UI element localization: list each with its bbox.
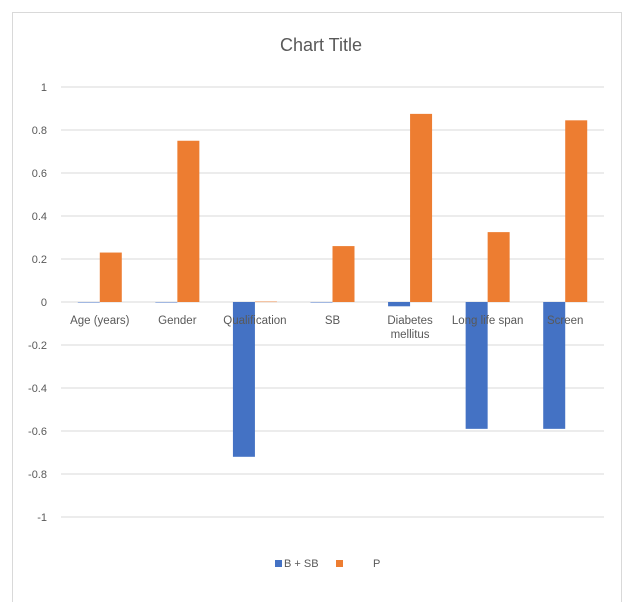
gridlines xyxy=(61,86,604,518)
y-tick-label: -0.6 xyxy=(28,426,47,438)
chart-title: Chart Title xyxy=(280,35,362,55)
bar-p-2 xyxy=(254,301,277,303)
y-tick-label: 0.4 xyxy=(32,211,47,223)
legend-label: B + SB xyxy=(284,558,319,570)
legend-swatch xyxy=(275,560,282,567)
legend-label: P xyxy=(373,558,380,570)
category-label: SB xyxy=(325,315,341,327)
bar-b-sb-4 xyxy=(388,302,411,307)
bar-p-4 xyxy=(410,113,433,302)
category-label: Age (years) xyxy=(70,315,130,327)
y-tick-label: -0.2 xyxy=(28,340,47,352)
y-tick-label: 0.2 xyxy=(32,254,47,266)
bar-p-5 xyxy=(487,232,510,302)
legend: B + SB P xyxy=(275,558,380,570)
bar-b-sb-2 xyxy=(232,302,255,457)
y-tick-label: -0.4 xyxy=(28,383,47,395)
chart-frame xyxy=(12,12,622,602)
bar-b-sb-6 xyxy=(543,302,566,429)
bar-b-sb-0 xyxy=(77,302,100,303)
bar-p-3 xyxy=(332,246,355,302)
y-tick-label: 0 xyxy=(41,297,47,309)
legend-swatch xyxy=(336,560,343,567)
y-tick-label: -0.8 xyxy=(28,469,47,481)
category-label: Qualification xyxy=(223,315,286,327)
bar-p-6 xyxy=(565,120,588,302)
bar-p-0 xyxy=(99,252,122,302)
category-label: Screen xyxy=(547,315,583,327)
bar-p-1 xyxy=(177,140,200,302)
bar-b-sb-3 xyxy=(310,302,333,303)
y-tick-label: 0.6 xyxy=(32,168,47,180)
bar-b-sb-5 xyxy=(465,302,488,429)
category-labels: Age (years) Gender Qualification SB Diabetes… xyxy=(70,315,583,341)
y-axis-ticks: 1 0.8 0.6 0.4 0.2 0 -0.2 -0.4 -0.6 -0.8 -1 xyxy=(28,82,47,524)
bars xyxy=(77,113,588,457)
y-tick-label: -1 xyxy=(37,512,47,524)
bar-b-sb-1 xyxy=(155,302,178,303)
category-label: Diabetes mellitus xyxy=(387,315,433,341)
category-label: Long life span xyxy=(452,315,524,327)
category-label: Gender xyxy=(158,315,197,327)
y-tick-label: 0.8 xyxy=(32,125,47,137)
y-tick-label: 1 xyxy=(41,82,47,94)
